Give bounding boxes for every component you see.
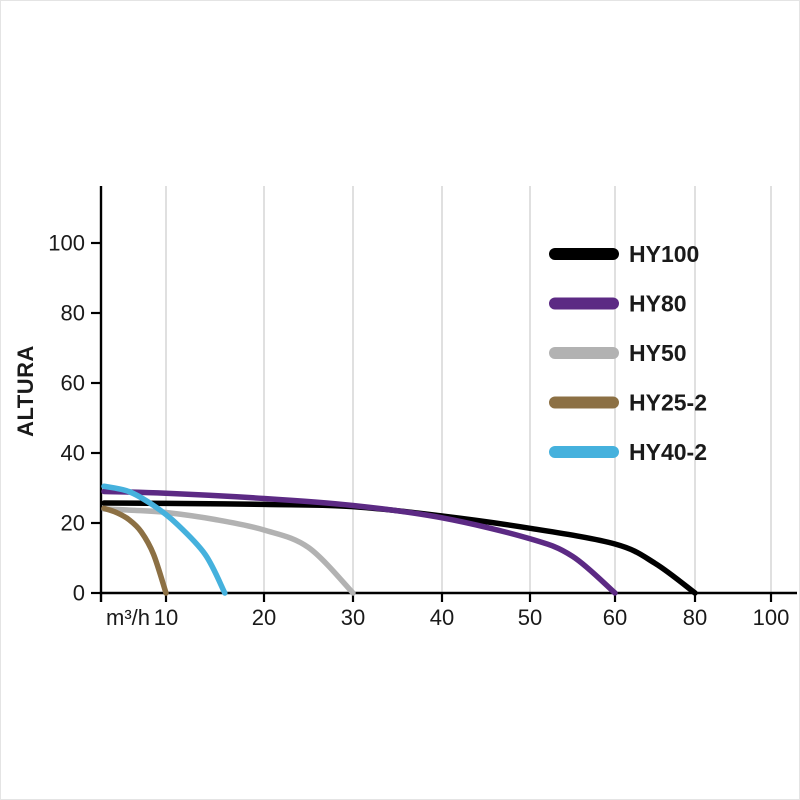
legend-label: HY80 xyxy=(629,291,687,317)
x-tick-label: 100 xyxy=(753,605,790,630)
x-tick-label: 80 xyxy=(683,605,707,630)
curves xyxy=(101,483,698,596)
y-tick-label: 0 xyxy=(73,581,85,606)
y-tick-label: 20 xyxy=(61,511,85,536)
x-axis-unit-label: m³/h xyxy=(106,605,150,630)
y-axis-title: ALTURA xyxy=(13,345,38,437)
x-tick-label: 40 xyxy=(430,605,454,630)
y-tick-label: 40 xyxy=(61,441,85,466)
legend-item-HY50: HY50 xyxy=(549,340,687,366)
y-tick-label: 100 xyxy=(48,231,85,256)
legend: HY100 HY80 HY50 HY25-2 HY40-2 xyxy=(549,241,707,465)
x-axis-ticks: 10 20 30 40 50 60 80 100 xyxy=(154,593,790,630)
y-axis-ticks: 0 20 40 60 80 100 xyxy=(48,231,101,606)
legend-item-HY40-2: HY40-2 xyxy=(549,439,707,465)
legend-label: HY25-2 xyxy=(629,390,707,416)
legend-label: HY40-2 xyxy=(629,439,707,465)
curve-HY25-2 xyxy=(101,505,169,596)
curve-HY40-2 xyxy=(101,483,228,596)
legend-label: HY50 xyxy=(629,340,687,366)
legend-item-HY25-2: HY25-2 xyxy=(549,390,707,416)
legend-item-HY80: HY80 xyxy=(549,291,687,317)
curve-HY80 xyxy=(101,488,618,596)
axes xyxy=(99,186,797,602)
legend-label: HY100 xyxy=(629,241,699,267)
x-tick-label: 60 xyxy=(603,605,627,630)
y-tick-label: 80 xyxy=(61,301,85,326)
x-tick-label: 10 xyxy=(154,605,178,630)
x-tick-label: 20 xyxy=(252,605,276,630)
x-tick-label: 30 xyxy=(341,605,365,630)
y-tick-label: 60 xyxy=(61,371,85,396)
legend-item-HY100: HY100 xyxy=(549,241,699,267)
x-tick-label: 50 xyxy=(518,605,542,630)
curve-HY50 xyxy=(101,506,356,596)
